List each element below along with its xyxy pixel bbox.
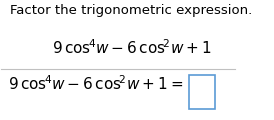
FancyBboxPatch shape xyxy=(189,75,215,109)
Text: $9\,\cos^{\!4}\!w - 6\,\cos^{\!2}\!w + 1 =$: $9\,\cos^{\!4}\!w - 6\,\cos^{\!2}\!w + 1… xyxy=(8,74,183,93)
Text: Factor the trigonometric expression.: Factor the trigonometric expression. xyxy=(10,4,252,17)
Text: $9\,\cos^{\!4}\!w - 6\,\cos^{\!2}\!w + 1$: $9\,\cos^{\!4}\!w - 6\,\cos^{\!2}\!w + 1… xyxy=(52,39,212,57)
